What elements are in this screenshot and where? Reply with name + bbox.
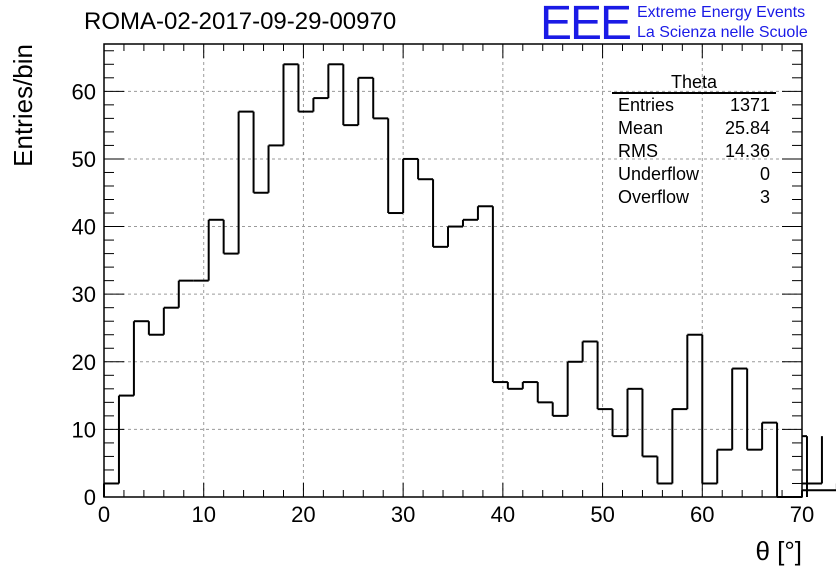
- stats-box: Theta Entries 1371 Mean 25.84 RMS 14.36 …: [610, 72, 778, 209]
- y-tick-label: 60: [72, 79, 96, 104]
- stats-row-rms: RMS 14.36: [610, 140, 778, 163]
- axes-frame: [103, 43, 803, 498]
- stats-value: 25.84: [724, 118, 770, 138]
- logo-line-1: Extreme Energy Events: [637, 4, 806, 21]
- x-tick-label: 40: [491, 502, 515, 527]
- stats-value: 3: [759, 187, 770, 207]
- stats-label: Overflow: [618, 187, 690, 207]
- x-tick-label: 60: [690, 502, 714, 527]
- x-tick-label: 30: [391, 502, 415, 527]
- histogram-series: [103, 63, 836, 498]
- stats-row-mean: Mean 25.84: [610, 117, 778, 140]
- stats-row-entries: Entries 1371: [610, 94, 778, 117]
- plot-frame: [103, 43, 803, 498]
- logo-line-2: La Scienza nelle Scuole: [637, 24, 808, 41]
- stats-value: 14.36: [724, 141, 770, 161]
- stats-label: RMS: [618, 141, 658, 161]
- x-axis-label: θ [°]: [755, 536, 802, 566]
- x-tick-label: 50: [590, 502, 614, 527]
- y-tick-label: 30: [72, 282, 96, 307]
- x-tick-label: 70: [790, 502, 814, 527]
- axis-ticks: [103, 44, 803, 498]
- x-tick-label: 10: [191, 502, 215, 527]
- y-tick-label: 50: [72, 147, 96, 172]
- stats-value: 0: [759, 164, 770, 184]
- y-tick-label: 40: [72, 215, 96, 240]
- y-tick-label: 20: [72, 350, 96, 375]
- x-tick-label: 20: [291, 502, 315, 527]
- x-tick-label: 0: [98, 502, 110, 527]
- stats-label: Entries: [618, 95, 675, 115]
- stats-label: Mean: [618, 118, 664, 138]
- stats-title: Theta: [612, 72, 776, 94]
- y-tick-label: 0: [84, 485, 96, 510]
- eee-logo: EEE: [540, 0, 632, 50]
- chart-title: ROMA-02-2017-09-29-00970: [84, 8, 397, 35]
- stats-row-underflow: Underflow 0: [610, 163, 778, 186]
- y-tick-label: 10: [72, 417, 96, 442]
- stats-value: 1371: [729, 95, 770, 115]
- stats-row-overflow: Overflow 3: [610, 186, 778, 209]
- stats-label: Underflow: [618, 164, 700, 184]
- y-axis-label: Entries/bin: [8, 44, 38, 167]
